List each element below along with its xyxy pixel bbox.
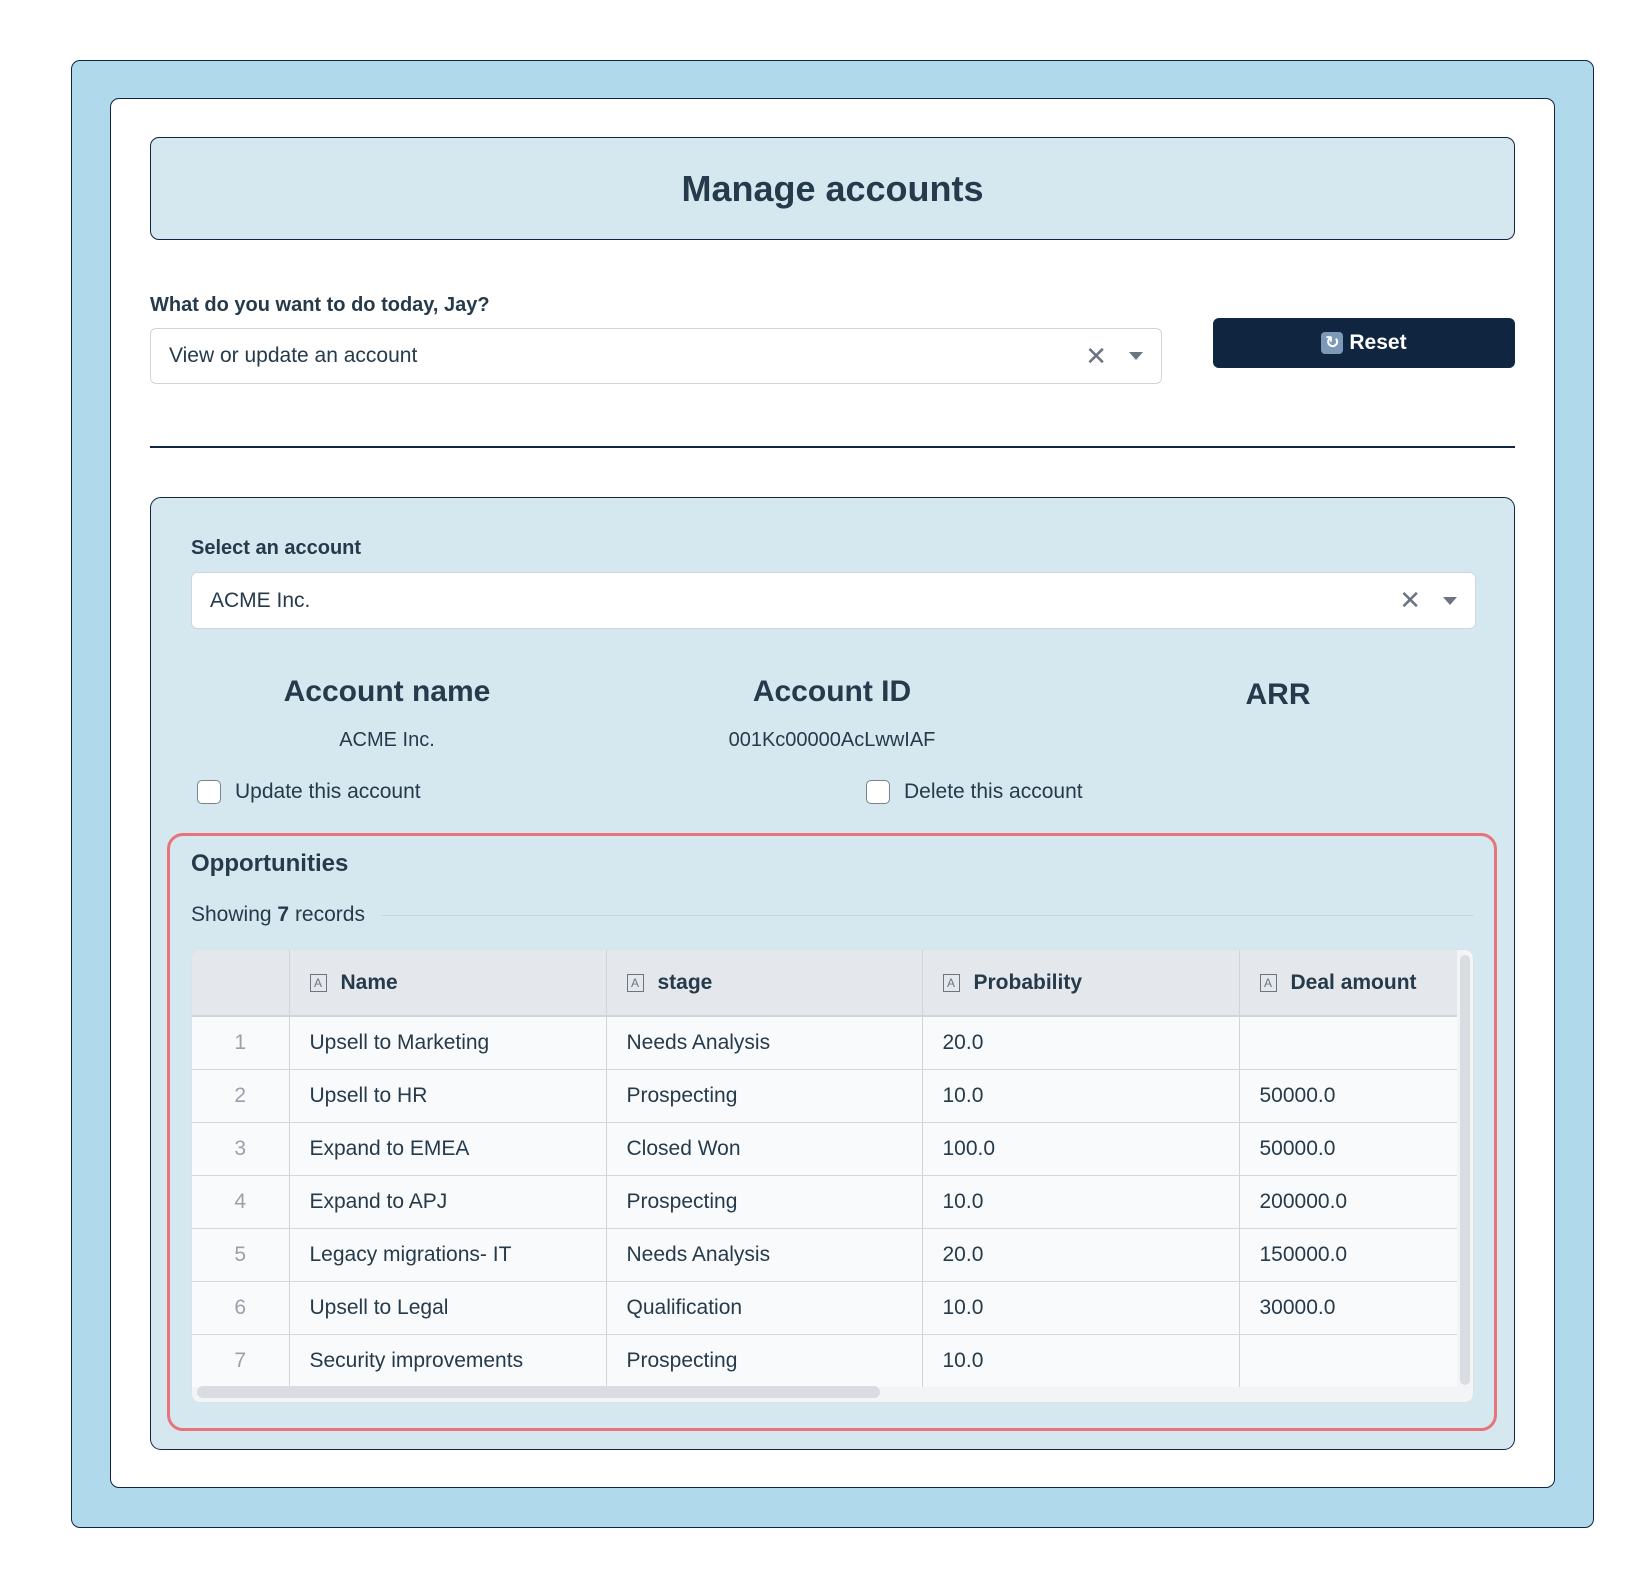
cell-probability[interactable]: 10.0 [922, 1069, 1240, 1123]
column-label: Name [340, 970, 398, 994]
cell-probability[interactable]: 10.0 [922, 1334, 1240, 1387]
cell-deal-amount[interactable] [1239, 1016, 1457, 1070]
cell-deal-amount[interactable]: 150000.0 [1239, 1228, 1457, 1282]
account-id-header: Account ID [752, 675, 912, 708]
cell-name[interactable]: Expand to APJ [289, 1175, 607, 1229]
text-type-icon: A [942, 973, 960, 992]
cell-deal-amount[interactable]: 30000.0 [1239, 1281, 1457, 1335]
cell-name[interactable]: Security improvements [289, 1334, 607, 1387]
opportunities-title: Opportunities [191, 850, 349, 877]
row-index: 4 [192, 1175, 290, 1229]
table-row[interactable]: 5 Legacy migrations- IT Needs Analysis 20.0… [192, 1228, 1457, 1282]
column-header-deal-amount[interactable]: A Deal amount [1239, 950, 1457, 1017]
title-banner: Manage accounts [150, 137, 1515, 240]
action-select[interactable]: View or update an account ✕ [150, 328, 1162, 384]
action-select-label: What do you want to do today, Jay? [150, 294, 490, 316]
caret-down-icon[interactable] [1443, 596, 1457, 605]
cell-stage[interactable]: Closed Won [606, 1122, 923, 1176]
cell-probability[interactable]: 10.0 [922, 1281, 1240, 1335]
cell-probability[interactable]: 20.0 [922, 1228, 1240, 1282]
cell-probability[interactable]: 100.0 [922, 1122, 1240, 1176]
reset-button[interactable]: ↻ Reset [1213, 318, 1515, 368]
update-account-label: Update this account [235, 780, 421, 803]
account-id-value: 001Kc00000AcLwwIAF [728, 729, 936, 751]
cell-deal-amount[interactable]: 50000.0 [1239, 1122, 1457, 1176]
opportunities-highlight [167, 833, 1497, 1431]
column-label: Deal amount [1290, 970, 1417, 994]
row-index: 6 [192, 1281, 290, 1335]
close-icon[interactable]: ✕ [1085, 340, 1107, 371]
checkbox-box[interactable] [866, 780, 890, 804]
table-row[interactable]: 6 Upsell to Legal Qualification 10.0 30000.0 [192, 1281, 1457, 1335]
text-type-icon: A [1259, 973, 1277, 992]
column-label: Probability [973, 970, 1083, 994]
divider [150, 446, 1515, 448]
cell-deal-amount[interactable]: 200000.0 [1239, 1175, 1457, 1229]
caret-down-icon[interactable] [1129, 352, 1143, 360]
row-index: 3 [192, 1122, 290, 1176]
column-header-probability[interactable]: A Probability [922, 950, 1240, 1017]
cell-deal-amount[interactable] [1239, 1334, 1457, 1387]
checkbox-box[interactable] [197, 780, 221, 804]
records-divider [381, 915, 1474, 916]
row-index: 5 [192, 1228, 290, 1282]
horizontal-scrollbar[interactable] [197, 1386, 880, 1398]
column-label: stage [657, 970, 713, 994]
records-number: 7 [277, 903, 290, 926]
account-select-label: Select an account [191, 537, 362, 559]
table-row[interactable]: 1 Upsell to Marketing Needs Analysis 20.0 [192, 1016, 1457, 1070]
vertical-scrollbar[interactable] [1460, 955, 1470, 1385]
account-name-value: ACME Inc. [339, 729, 435, 751]
records-suffix: records [294, 903, 365, 926]
records-prefix: Showing [191, 903, 272, 926]
column-header-name[interactable]: A Name [289, 950, 607, 1017]
text-type-icon: A [626, 973, 644, 992]
cell-name[interactable]: Legacy migrations- IT [289, 1228, 607, 1282]
records-count: Showing 7 records [191, 903, 365, 927]
index-header [192, 950, 290, 1017]
row-index: 2 [192, 1069, 290, 1123]
cell-name[interactable]: Expand to EMEA [289, 1122, 607, 1176]
account-select[interactable]: ACME Inc. ✕ [191, 572, 1476, 629]
action-select-value: View or update an account [169, 344, 418, 367]
cell-stage[interactable]: Needs Analysis [606, 1228, 923, 1282]
cell-stage[interactable]: Prospecting [606, 1069, 923, 1123]
cell-probability[interactable]: 10.0 [922, 1175, 1240, 1229]
cell-stage[interactable]: Needs Analysis [606, 1016, 923, 1070]
row-index: 1 [192, 1016, 290, 1070]
table-row[interactable]: 4 Expand to APJ Prospecting 10.0 200000.0 [192, 1175, 1457, 1229]
reset-button-label: Reset [1349, 331, 1407, 354]
table-row[interactable]: 3 Expand to EMEA Closed Won 100.0 50000.0 [192, 1122, 1457, 1176]
cell-deal-amount[interactable]: 50000.0 [1239, 1069, 1457, 1123]
account-name-header: Account name [283, 675, 491, 708]
text-type-icon: A [309, 973, 327, 992]
page-title: Manage accounts [681, 167, 984, 209]
cell-stage[interactable]: Prospecting [606, 1334, 923, 1387]
arr-header: ARR [1245, 678, 1311, 711]
account-select-value: ACME Inc. [210, 588, 311, 612]
cell-stage[interactable]: Prospecting [606, 1175, 923, 1229]
delete-account-label: Delete this account [904, 780, 1083, 803]
cell-name[interactable]: Upsell to Legal [289, 1281, 607, 1335]
table-row[interactable]: 2 Upsell to HR Prospecting 10.0 50000.0 [192, 1069, 1457, 1123]
cell-probability[interactable]: 20.0 [922, 1016, 1240, 1070]
cell-name[interactable]: Upsell to Marketing [289, 1016, 607, 1070]
close-icon[interactable]: ✕ [1399, 585, 1421, 615]
row-index: 7 [192, 1334, 290, 1387]
update-account-checkbox[interactable]: Update this account [197, 780, 421, 804]
refresh-icon: ↻ [1321, 332, 1344, 354]
cell-name[interactable]: Upsell to HR [289, 1069, 607, 1123]
cell-stage[interactable]: Qualification [606, 1281, 923, 1335]
table-row[interactable]: 7 Security improvements Prospecting 10.0 [192, 1334, 1457, 1387]
delete-account-checkbox[interactable]: Delete this account [866, 780, 1083, 804]
